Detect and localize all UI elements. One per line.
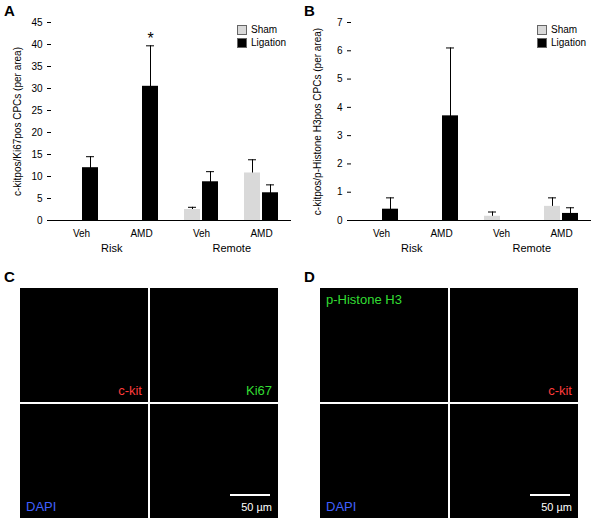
svg-text:0: 0 [37, 215, 43, 226]
html-text:Ligation: Ligation [251, 37, 286, 48]
html-text:50 µm: 50 µm [541, 501, 572, 513]
html-text:Ki67: Ki67 [246, 383, 272, 398]
svg-text:AMD: AMD [550, 228, 572, 239]
svg-text:1: 1 [337, 186, 343, 197]
svg-text:0: 0 [337, 215, 343, 226]
svg-text:25: 25 [31, 105, 43, 116]
html-text:C: C [4, 268, 15, 285]
svg-text:20: 20 [31, 127, 43, 138]
svg-text:4: 4 [337, 102, 343, 113]
svg-text:7: 7 [337, 17, 343, 28]
html-text:A: A [4, 2, 15, 19]
svg-text:35: 35 [31, 61, 43, 72]
svg-text:*: * [147, 30, 153, 47]
svg-text:Remote: Remote [212, 242, 251, 254]
html-text:B: B [304, 2, 315, 19]
html-text:Sham: Sham [551, 24, 578, 35]
svg-text:AMD: AMD [130, 228, 152, 239]
svg-text:Risk: Risk [101, 242, 123, 254]
svg-text:Veh: Veh [73, 228, 90, 239]
svg-text:2: 2 [337, 158, 343, 169]
svg-text:10: 10 [31, 171, 43, 182]
svg-text:15: 15 [31, 149, 43, 160]
svg-text:c-kitpos/Ki67pos CPCs (per are: c-kitpos/Ki67pos CPCs (per area) [12, 47, 23, 196]
svg-text:30: 30 [31, 83, 43, 94]
html-text:p-Histone H3: p-Histone H3 [326, 292, 402, 307]
svg-text:AMD: AMD [430, 228, 452, 239]
html-text:Ligation: Ligation [551, 37, 586, 48]
html-text:DAPI: DAPI [26, 499, 57, 514]
svg-text:40: 40 [31, 39, 43, 50]
svg-text:Risk: Risk [401, 242, 423, 254]
svg-text:Veh: Veh [493, 228, 510, 239]
html-text:Sham: Sham [251, 24, 278, 35]
svg-text:45: 45 [31, 17, 43, 28]
html-text:DAPI: DAPI [326, 499, 357, 514]
svg-text:6: 6 [337, 45, 343, 56]
html-text:c-kit: c-kit [548, 383, 572, 398]
svg-text:Remote: Remote [512, 242, 551, 254]
html-text:D: D [304, 268, 315, 285]
html-text:c-kit: c-kit [118, 383, 142, 398]
svg-text:AMD: AMD [250, 228, 272, 239]
svg-text:5: 5 [37, 193, 43, 204]
svg-text:Veh: Veh [373, 228, 390, 239]
svg-text:3: 3 [337, 130, 343, 141]
svg-text:c-kitpos/p-Histone H3pos CPCs: c-kitpos/p-Histone H3pos CPCs (per area) [312, 28, 323, 215]
html-text:50 µm: 50 µm [241, 501, 272, 513]
svg-text:5: 5 [337, 73, 343, 84]
svg-text:Veh: Veh [193, 228, 210, 239]
